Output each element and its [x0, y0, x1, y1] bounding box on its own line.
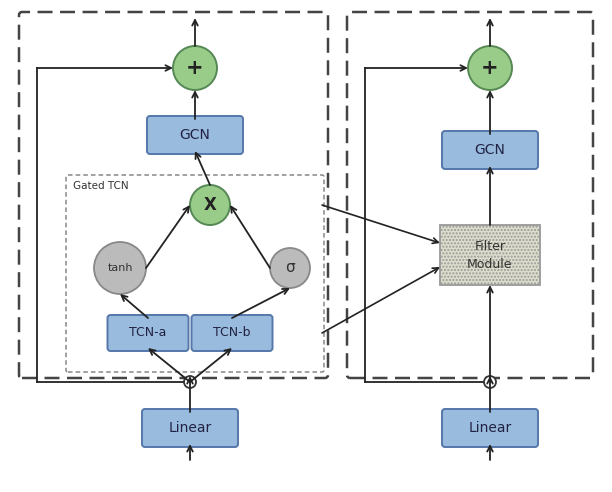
Text: σ: σ [285, 260, 295, 276]
Text: X: X [204, 196, 217, 214]
Circle shape [270, 248, 310, 288]
FancyBboxPatch shape [192, 315, 272, 351]
FancyBboxPatch shape [442, 131, 538, 169]
Circle shape [173, 46, 217, 90]
Circle shape [468, 46, 512, 90]
Text: TCN-a: TCN-a [129, 327, 166, 339]
FancyBboxPatch shape [142, 409, 238, 447]
Circle shape [94, 242, 146, 294]
FancyBboxPatch shape [108, 315, 188, 351]
Circle shape [484, 376, 496, 388]
Text: Linear: Linear [168, 421, 212, 435]
Text: Linear: Linear [468, 421, 512, 435]
Circle shape [190, 185, 230, 225]
Bar [440, 225, 540, 285]
Circle shape [184, 376, 196, 388]
Text: GCN: GCN [179, 128, 211, 142]
Text: TCN-b: TCN-b [213, 327, 251, 339]
Text: +: + [186, 58, 204, 78]
FancyBboxPatch shape [442, 409, 538, 447]
FancyBboxPatch shape [147, 116, 243, 154]
Text: Filter
Module: Filter Module [467, 240, 513, 271]
Text: GCN: GCN [474, 143, 506, 157]
Text: Gated TCN: Gated TCN [73, 181, 129, 191]
Text: +: + [481, 58, 499, 78]
Text: tanh: tanh [107, 263, 133, 273]
